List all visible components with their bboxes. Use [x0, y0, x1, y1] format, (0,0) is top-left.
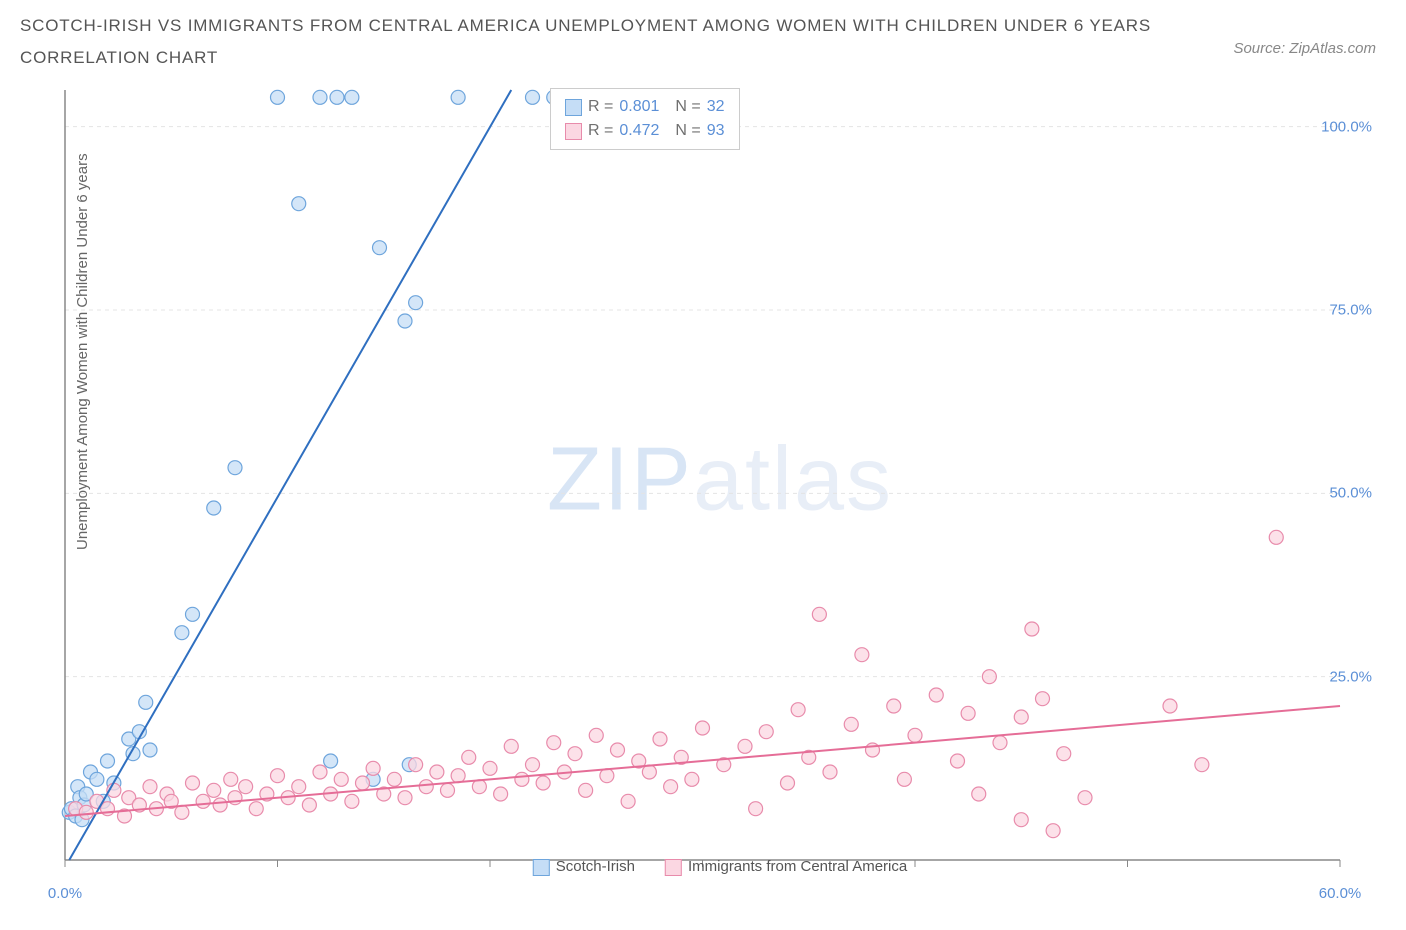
stats-row-series-0: R = 0.801 N = 32 — [565, 95, 725, 119]
x-tick-label: 60.0% — [1319, 885, 1362, 902]
y-tick-label: 25.0% — [1329, 668, 1372, 685]
title-line-1: SCOTCH-IRISH VS IMMIGRANTS FROM CENTRAL … — [20, 10, 1151, 42]
stats-r-value-0: 0.801 — [619, 98, 659, 116]
plot-area: ZIPatlas R = 0.801 N = 32 R = 0.472 N = … — [60, 80, 1380, 880]
bottom-legend: Scotch-Irish Immigrants from Central Ame… — [533, 858, 907, 876]
y-tick-label: 100.0% — [1321, 118, 1372, 135]
stats-n-value-1: 93 — [707, 122, 725, 140]
stats-legend-box: R = 0.801 N = 32 R = 0.472 N = 93 — [550, 88, 740, 150]
swatch-series-1 — [565, 123, 582, 140]
y-axis-label: Unemployment Among Women with Children U… — [74, 153, 91, 550]
stats-r-label-0: R = — [588, 98, 613, 116]
source-attribution: Source: ZipAtlas.com — [1233, 40, 1376, 57]
title-line-2: CORRELATION CHART — [20, 42, 1151, 74]
stats-n-label-1: N = — [675, 122, 700, 140]
y-tick-label: 50.0% — [1329, 485, 1372, 502]
legend-swatch-1 — [665, 859, 682, 876]
swatch-series-0 — [565, 99, 582, 116]
legend-item-1: Immigrants from Central America — [665, 858, 907, 876]
chart-container: SCOTCH-IRISH VS IMMIGRANTS FROM CENTRAL … — [0, 0, 1406, 930]
scatter-plot-svg — [60, 80, 1380, 880]
stats-r-value-1: 0.472 — [619, 122, 659, 140]
stats-row-series-1: R = 0.472 N = 93 — [565, 119, 725, 143]
legend-label-0: Scotch-Irish — [556, 858, 635, 875]
stats-n-value-0: 32 — [707, 98, 725, 116]
chart-title: SCOTCH-IRISH VS IMMIGRANTS FROM CENTRAL … — [20, 10, 1151, 75]
legend-swatch-0 — [533, 859, 550, 876]
y-tick-label: 75.0% — [1329, 302, 1372, 319]
x-tick-label: 0.0% — [48, 885, 82, 902]
stats-n-label-0: N = — [675, 98, 700, 116]
stats-r-label-1: R = — [588, 122, 613, 140]
legend-item-0: Scotch-Irish — [533, 858, 635, 876]
legend-label-1: Immigrants from Central America — [688, 858, 907, 875]
